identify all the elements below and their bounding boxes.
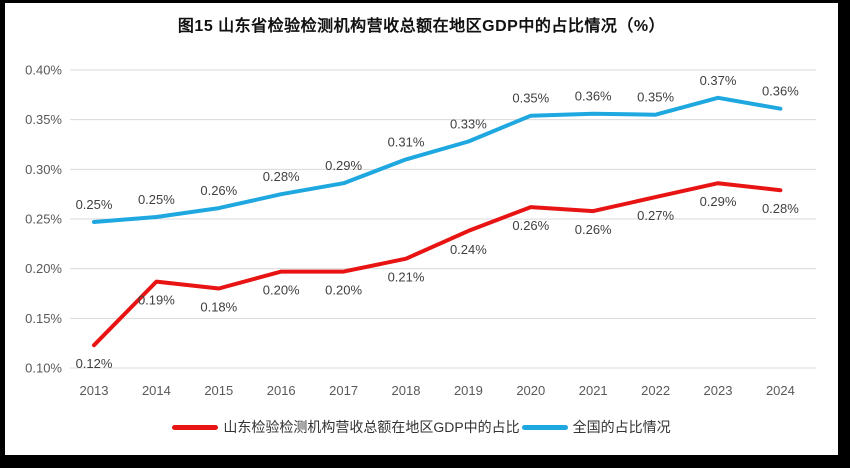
data-label: 0.36% (575, 89, 612, 104)
y-tick-label: 0.30% (25, 162, 62, 177)
data-label: 0.29% (325, 158, 362, 173)
data-label: 0.33% (450, 117, 487, 132)
data-label: 0.18% (200, 300, 237, 315)
data-label: 0.35% (512, 91, 549, 106)
x-tick-label: 2022 (641, 383, 670, 398)
series-line-1 (92, 95, 783, 224)
data-label: 0.36% (762, 84, 799, 99)
x-tick-label: 2017 (329, 383, 358, 398)
data-label: 0.20% (263, 283, 300, 298)
data-label: 0.24% (450, 242, 487, 257)
data-label: 0.20% (325, 283, 362, 298)
y-tick-label: 0.20% (25, 261, 62, 276)
data-label: 0.28% (263, 169, 300, 184)
x-tick-label: 2024 (766, 383, 795, 398)
x-tick-label: 2014 (142, 383, 171, 398)
legend-item-0: 山东检验检测机构营收总额在地区GDP中的占比 (172, 417, 520, 437)
data-label: 0.25% (76, 197, 113, 212)
y-tick-label: 0.25% (25, 212, 62, 227)
x-tick-label: 2015 (204, 383, 233, 398)
legend: 山东检验检测机构营收总额在地区GDP中的占比 全国的占比情况 (5, 417, 838, 437)
x-tick-label: 2020 (516, 383, 545, 398)
x-tick-label: 2018 (392, 383, 421, 398)
x-tick-label: 2019 (454, 383, 483, 398)
data-label: 0.25% (138, 192, 175, 207)
data-label: 0.12% (76, 356, 113, 371)
data-label: 0.37% (700, 73, 737, 88)
y-tick-label: 0.10% (25, 361, 62, 376)
x-tick-label: 2013 (80, 383, 109, 398)
chart-title: 图15 山东省检验检测机构营收总额在地区GDP中的占比情况（%） (177, 18, 666, 35)
x-tick-label: 2016 (267, 383, 296, 398)
data-label: 0.21% (388, 270, 425, 285)
data-label: 0.28% (762, 201, 799, 216)
series-line-0 (92, 181, 783, 348)
line-chart: 0.10% 0.15% 0.20% 0.25% 0.30% 0.35% 0.40% 2013 2… (25, 63, 816, 398)
figure-page: 图15 山东省检验检测机构营收总额在地区GDP中的占比情况（%） 0.10% 0.… (5, 3, 838, 455)
data-label: 0.35% (637, 90, 674, 105)
data-label: 0.29% (700, 194, 737, 209)
data-label: 0.26% (200, 183, 237, 198)
legend-label: 山东检验检测机构营收总额在地区GDP中的占比 (223, 419, 520, 435)
y-tick-label: 0.35% (25, 112, 62, 127)
data-label: 0.26% (512, 218, 549, 233)
x-tick-label: 2021 (579, 383, 608, 398)
legend-swatch-icon (172, 424, 219, 430)
legend-swatch-icon (521, 424, 568, 430)
legend-label: 全国的占比情况 (572, 419, 671, 435)
data-label: 0.19% (138, 293, 175, 308)
legend-item-1: 全国的占比情况 (521, 417, 671, 437)
data-label: 0.27% (637, 208, 674, 223)
y-tick-label: 0.15% (25, 311, 62, 326)
y-tick-label: 0.40% (25, 63, 62, 78)
data-label: 0.26% (575, 222, 612, 237)
data-label: 0.31% (388, 134, 425, 149)
x-tick-label: 2023 (704, 383, 733, 398)
